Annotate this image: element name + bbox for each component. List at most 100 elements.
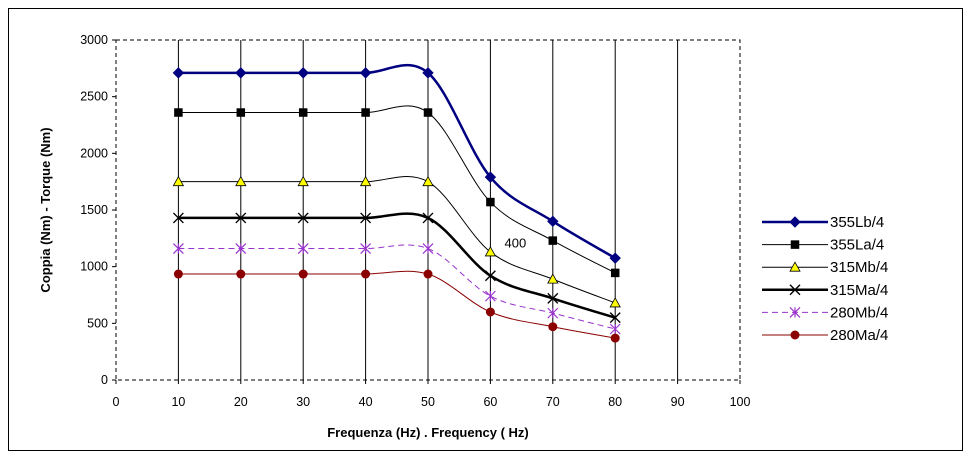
data-point [235, 67, 247, 79]
data-point [236, 269, 246, 279]
series-line [178, 212, 616, 319]
data-point [297, 67, 309, 79]
legend-marker [789, 261, 801, 272]
data-point [484, 270, 496, 282]
data-point [547, 307, 559, 319]
series-315ma4 [172, 212, 621, 324]
chart-frame [8, 8, 963, 451]
x-tick-label: 90 [671, 395, 685, 409]
data-point [297, 175, 309, 187]
data-point [360, 212, 372, 224]
data-point [172, 67, 185, 79]
series-line [178, 244, 616, 330]
data-point [297, 243, 309, 254]
legend-marker [789, 284, 801, 296]
data-point [484, 290, 496, 302]
x-tick-label: 50 [421, 395, 435, 409]
data-point [172, 212, 184, 224]
legend-label: 315Ma/4 [830, 282, 888, 299]
data-point [609, 312, 621, 324]
legend-entry: 315Ma/4 [762, 282, 888, 299]
data-point [298, 269, 308, 279]
data-point [484, 171, 497, 183]
legend-label: 280Mb/4 [830, 304, 888, 321]
data-point [547, 215, 559, 228]
data-point [547, 273, 559, 284]
data-point [359, 67, 372, 79]
series-280mb4 [172, 243, 621, 335]
y-tick-label: 3000 [80, 33, 108, 47]
series-line [178, 63, 616, 260]
legend-entry: 355Lb/4 [762, 214, 884, 231]
data-point [485, 307, 495, 317]
x-tick-label: 100 [730, 395, 751, 409]
legend-label: 315Mb/4 [830, 259, 888, 276]
grid [177, 40, 679, 380]
legend-entry: 315Mb/4 [762, 259, 888, 276]
data-point [235, 243, 247, 254]
legend: 355Lb/4 355La/4 315Mb/4 315Ma/4 280Mb/4 280Ma… [762, 214, 888, 344]
annotation-label: 400 [505, 235, 527, 250]
data-point [547, 292, 559, 304]
x-axis-ticks: 0 10 20 30 40 50 60 70 80 90 100 [113, 380, 751, 409]
legend-label: 280Ma/4 [830, 327, 888, 344]
series-280ma4 [173, 269, 620, 343]
data-point [486, 197, 495, 207]
x-tick-label: 60 [483, 395, 497, 409]
legend-marker [790, 240, 800, 249]
data-point [360, 243, 372, 254]
y-tick-label: 2000 [80, 146, 108, 160]
data-point [609, 297, 621, 308]
data-point [359, 175, 372, 187]
data-point [609, 323, 621, 335]
data-point [610, 333, 620, 343]
x-tick-label: 30 [296, 395, 310, 409]
data-point [422, 175, 434, 187]
legend-label: 355Lb/4 [830, 214, 884, 231]
data-point [235, 175, 247, 187]
x-tick-label: 70 [546, 395, 560, 409]
x-axis-title: Frequenza (Hz) . Frequency ( Hz) [327, 425, 529, 440]
legend-marker [790, 330, 800, 340]
legend-marker [789, 306, 801, 318]
data-point [297, 212, 309, 224]
legend-entry: 280Ma/4 [762, 327, 888, 344]
data-point [422, 212, 434, 224]
data-point [361, 108, 370, 117]
legend-entry: 280Mb/4 [762, 304, 888, 321]
x-tick-label: 20 [234, 395, 248, 409]
data-point [174, 108, 183, 117]
legend-label: 355La/4 [830, 237, 884, 254]
series-line [178, 270, 616, 339]
series-line [178, 175, 616, 304]
data-point [422, 243, 434, 254]
data-point [422, 67, 434, 79]
data-point [173, 269, 183, 279]
data-point [548, 322, 558, 332]
data-point [484, 246, 497, 257]
legend-marker [789, 216, 801, 228]
x-tick-label: 0 [113, 395, 120, 409]
data-point [423, 108, 433, 117]
y-tick-label: 1500 [80, 203, 108, 217]
x-tick-label: 10 [171, 395, 185, 409]
data-point [548, 236, 558, 245]
y-axis-title: Coppia (Nm) - Torque (Nm) [38, 127, 53, 292]
series-315mb4 [172, 175, 621, 308]
data-point [235, 212, 247, 224]
y-tick-label: 1000 [80, 260, 108, 274]
legend-entry: 355La/4 [762, 237, 884, 254]
data-point [609, 252, 621, 264]
series-layer [172, 63, 621, 343]
data-point [172, 243, 184, 254]
y-tick-label: 0 [101, 373, 108, 387]
data-point [298, 108, 308, 117]
series-line [178, 105, 616, 274]
x-tick-label: 80 [608, 395, 622, 409]
data-point [610, 268, 620, 278]
y-tick-label: 500 [87, 316, 108, 330]
data-point [172, 175, 185, 187]
y-axis-ticks: 0 500 1000 1500 2000 2500 3000 [80, 33, 116, 387]
y-tick-label: 2500 [80, 90, 108, 104]
